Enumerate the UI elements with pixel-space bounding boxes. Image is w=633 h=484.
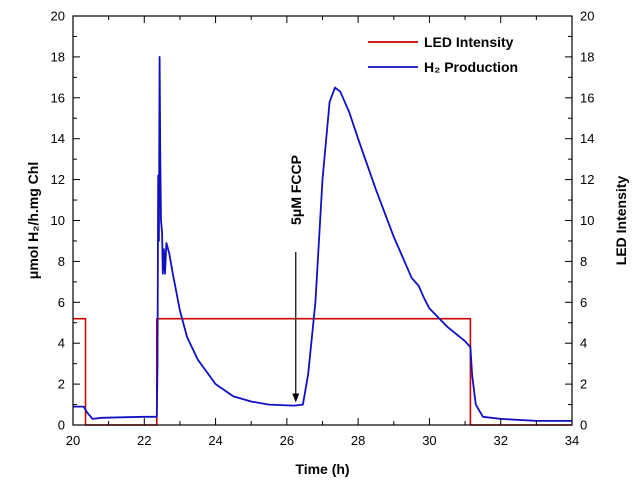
x-tick-label: 20 bbox=[66, 433, 80, 448]
y-tick-label: 10 bbox=[51, 213, 65, 228]
y-tick-label: 14 bbox=[51, 131, 65, 146]
x-tick-label: 30 bbox=[422, 433, 436, 448]
y-tick-label: 16 bbox=[51, 90, 65, 105]
series-line-led-intensity bbox=[73, 317, 572, 426]
series-line-h2-production bbox=[73, 56, 572, 422]
y2-tick-label: 14 bbox=[580, 131, 594, 146]
y2-tick-label: 6 bbox=[580, 295, 587, 310]
x-tick-label: 22 bbox=[137, 433, 151, 448]
x-tick-label: 26 bbox=[280, 433, 294, 448]
x-tick-label: 24 bbox=[208, 433, 222, 448]
y2-axis-label: LED Intensity bbox=[613, 176, 629, 266]
y-tick-label: 0 bbox=[58, 418, 65, 433]
y2-tick-label: 0 bbox=[580, 418, 587, 433]
legend-label-led: LED Intensity bbox=[424, 34, 514, 50]
plot-frame bbox=[72, 15, 573, 426]
y2-tick-label: 12 bbox=[580, 172, 594, 187]
y2-tick-label: 8 bbox=[580, 254, 587, 269]
y-tick-label: 6 bbox=[58, 295, 65, 310]
y-tick-label: 18 bbox=[51, 49, 65, 64]
x-axis-label: Time (h) bbox=[295, 461, 349, 477]
plot-layer bbox=[73, 56, 572, 426]
y2-tick-label: 2 bbox=[580, 377, 587, 392]
fccp-arrow-head bbox=[292, 393, 300, 403]
y-tick-label: 20 bbox=[51, 9, 65, 24]
axis-layer: 20 22 24 26 28 30 32 34024681012141618200246810… bbox=[51, 9, 595, 449]
y-tick-label: 8 bbox=[58, 254, 65, 269]
y2-tick-label: 18 bbox=[580, 49, 594, 64]
y2-tick-label: 10 bbox=[580, 213, 594, 228]
x-tick-label: 28 bbox=[351, 433, 365, 448]
y-tick-label: 4 bbox=[58, 336, 65, 351]
y2-tick-label: 4 bbox=[580, 336, 587, 351]
y2-tick-label: 16 bbox=[580, 90, 594, 105]
y-tick-label: 12 bbox=[51, 172, 65, 187]
x-tick-label: 34 bbox=[565, 433, 579, 448]
x-tick-label: 32 bbox=[493, 433, 507, 448]
fccp-annotation-text: 5μM FCCP bbox=[288, 155, 304, 225]
y-tick-label: 2 bbox=[58, 377, 65, 392]
legend-label-h2: H₂ Production bbox=[424, 59, 518, 75]
fccp-annotation: 5μM FCCP bbox=[288, 155, 304, 403]
y-axis-label: μmol H₂/h.mg Chl bbox=[25, 162, 41, 279]
legend: LED Intensity H₂ Production bbox=[368, 34, 518, 75]
y2-tick-label: 20 bbox=[580, 9, 594, 24]
